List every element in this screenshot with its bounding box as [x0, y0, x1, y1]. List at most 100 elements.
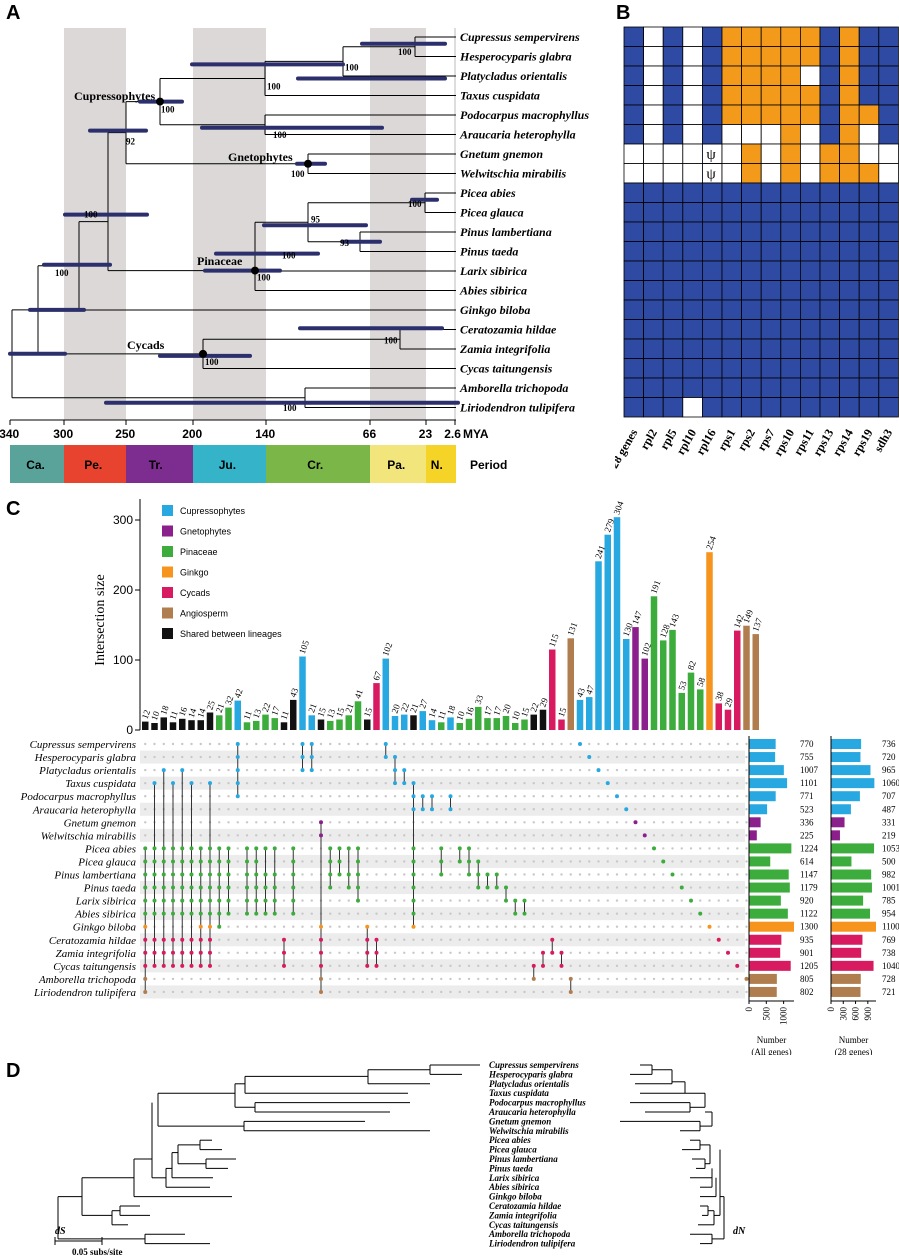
empty-dot — [532, 860, 535, 863]
member-dot — [217, 911, 222, 916]
grid-cell — [819, 241, 841, 262]
bootstrap-value: 95 — [311, 214, 321, 224]
empty-dot — [430, 834, 434, 837]
empty-dot — [329, 742, 332, 746]
member-dot — [143, 898, 148, 903]
member-dot — [180, 898, 185, 903]
empty-dot — [717, 742, 720, 746]
intersection-bar — [521, 719, 528, 730]
grid-cell — [780, 280, 801, 301]
intersection-bar — [447, 717, 454, 730]
empty-dot — [282, 977, 286, 981]
empty-dot — [523, 808, 526, 811]
grid-cell — [839, 397, 860, 418]
empty-dot — [477, 964, 480, 968]
bootstrap-value: 100 — [273, 130, 287, 140]
empty-dot — [245, 781, 249, 785]
grid-cell — [662, 397, 684, 418]
set-size-value: 720 — [882, 752, 896, 762]
gene-label: rpl2 — [637, 427, 660, 452]
empty-dot — [440, 990, 443, 994]
empty-dot — [144, 795, 147, 798]
grid-cell — [702, 46, 723, 67]
empty-dot — [440, 781, 443, 785]
empty-dot — [551, 755, 554, 759]
grid-cell — [741, 65, 762, 86]
empty-dot — [495, 834, 498, 837]
empty-dot — [273, 834, 276, 837]
period-name: N. — [431, 458, 443, 472]
empty-dot — [606, 886, 609, 889]
bar-value-label: 25 — [204, 699, 217, 711]
empty-dot — [329, 990, 332, 994]
empty-dot — [652, 951, 656, 954]
bar-value-label: 21 — [408, 702, 420, 714]
grid-cell — [623, 104, 645, 125]
member-dot — [245, 898, 249, 903]
row-stripe — [140, 776, 745, 790]
empty-dot — [310, 938, 313, 941]
species-label: Amborella trichopoda — [459, 381, 568, 395]
empty-dot — [560, 860, 563, 863]
gene-labels: 28 genesrpl2rpl5rpl10rpl16rps1rps2rps7rp… — [615, 426, 895, 471]
bootstrap-value: 100 — [282, 251, 296, 261]
empty-dot — [366, 990, 369, 994]
bar-value-label: 15 — [315, 706, 328, 718]
empty-dot — [736, 768, 739, 772]
empty-dot — [504, 768, 508, 772]
empty-dot — [403, 847, 406, 850]
empty-dot — [523, 742, 526, 746]
empty-dot — [403, 821, 406, 824]
member-dot — [235, 755, 240, 760]
member-dot — [171, 937, 175, 942]
empty-dot — [652, 808, 656, 811]
bar-value-label: 18 — [445, 704, 458, 716]
empty-dot — [588, 795, 591, 798]
empty-dot — [736, 821, 739, 824]
member-dot — [485, 872, 490, 877]
grid-cell — [721, 65, 743, 86]
grid-cell — [878, 280, 899, 301]
member-dot — [161, 885, 166, 890]
grid-cell — [858, 163, 880, 184]
empty-dot — [366, 821, 369, 824]
species-label: Cycas taitungensis — [53, 961, 136, 973]
empty-dot — [588, 860, 591, 863]
grid-cell — [682, 358, 703, 379]
grid-cell — [623, 241, 645, 262]
empty-dot — [569, 951, 572, 954]
set-size-bar — [831, 817, 845, 828]
empty-dot — [393, 808, 397, 811]
grid-cell — [682, 319, 703, 340]
empty-dot — [578, 873, 582, 876]
grid-cell — [662, 260, 684, 281]
period-name: Ju. — [219, 458, 236, 472]
bar-value-label: 13 — [325, 707, 338, 719]
bar-value-label: 241 — [593, 544, 607, 560]
empty-dot — [597, 990, 600, 994]
member-dot — [411, 885, 416, 890]
empty-dot — [440, 925, 443, 928]
empty-dot — [236, 808, 239, 811]
empty-dot — [366, 781, 369, 785]
species-label: Abies sibirica — [74, 909, 136, 921]
empty-dot — [403, 990, 406, 994]
grid-cell — [819, 299, 841, 320]
empty-dot — [162, 755, 165, 759]
empty-dot — [643, 912, 646, 915]
empty-dot — [699, 808, 702, 811]
empty-dot — [384, 899, 387, 902]
empty-dot — [597, 912, 600, 915]
empty-dot — [403, 795, 406, 798]
empty-dot — [310, 834, 313, 837]
empty-dot — [393, 834, 397, 837]
empty-dot — [708, 886, 711, 889]
intersection-bar — [660, 640, 667, 730]
member-dot — [328, 859, 333, 864]
grid-cell — [623, 182, 645, 203]
empty-dot — [467, 964, 471, 968]
bar-value-label: 15 — [556, 706, 569, 718]
empty-dot — [615, 834, 619, 837]
intersection-bar — [595, 561, 602, 730]
set-size-all-genes: 7707551007110177152333622512246141147117… — [744, 736, 819, 1055]
